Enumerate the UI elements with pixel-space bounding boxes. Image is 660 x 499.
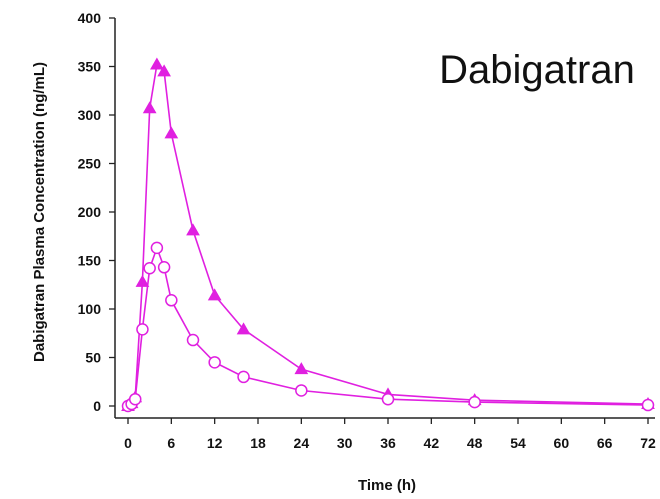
data-point-triangle (164, 126, 179, 139)
y-tick-label: 400 (78, 10, 102, 26)
x-axis-title: Time (h) (358, 477, 416, 494)
y-tick-label: 300 (78, 107, 102, 123)
y-tick-label: 50 (85, 350, 101, 366)
x-tick-label: 60 (554, 435, 570, 451)
x-tick-label: 30 (337, 435, 353, 451)
data-point-triangle (150, 57, 164, 70)
y-tick-label: 250 (78, 156, 102, 172)
data-point-triangle (142, 101, 157, 114)
annotation-label: Dabigatran (439, 48, 635, 92)
y-tick-label: 350 (78, 59, 102, 75)
x-tick-label: 36 (380, 435, 396, 451)
y-tick-label: 200 (78, 204, 102, 220)
y-tick-label: 150 (78, 253, 102, 269)
series-line (127, 62, 649, 407)
data-point-circle (208, 356, 221, 369)
data-point-circle (143, 262, 156, 275)
data-point-triangle (207, 288, 222, 301)
data-point-circle (157, 261, 171, 274)
y-ticks: 0 50 100 150 200 250 300 350 400 (78, 10, 115, 414)
data-point-triangle (135, 274, 150, 287)
plot-area: 0 50 100 150 200 250 300 350 400 0 6 12 18 24 30 36 42 4… (78, 10, 656, 451)
data-point-circle (295, 384, 308, 397)
series-layer (121, 57, 655, 413)
x-tick-label: 18 (250, 435, 266, 451)
x-tick-label: 0 (124, 435, 132, 451)
data-point-circle (381, 392, 395, 406)
data-point-circle (641, 398, 655, 412)
data-point-circle (468, 395, 481, 409)
x-tick-label: 24 (294, 435, 310, 451)
data-point-circle (186, 333, 200, 347)
x-tick-label: 54 (510, 435, 526, 451)
y-tick-label: 0 (93, 398, 101, 414)
series-open-circle (121, 241, 655, 413)
x-ticks: 0 6 12 18 24 30 36 42 48 54 60 66 72 (124, 418, 656, 451)
series-filled-triangle (121, 57, 655, 411)
data-point-triangle (236, 322, 251, 335)
x-tick-label: 12 (207, 435, 223, 451)
x-tick-label: 6 (167, 435, 175, 451)
data-point-triangle (186, 223, 200, 236)
data-point-circle (165, 294, 178, 307)
x-tick-label: 66 (597, 435, 613, 451)
data-point-triangle (157, 64, 171, 77)
data-point-circle (150, 241, 164, 255)
y-tick-label: 100 (78, 301, 102, 317)
x-tick-label: 48 (467, 435, 483, 451)
x-tick-label: 72 (640, 435, 656, 451)
y-axis-title: Dabigatran Plasma Concentration (ng/mL) (31, 62, 48, 362)
x-tick-label: 42 (424, 435, 440, 451)
data-point-circle (128, 392, 142, 406)
data-point-circle (136, 323, 149, 336)
data-point-triangle (294, 362, 309, 375)
data-point-circle (237, 370, 250, 384)
